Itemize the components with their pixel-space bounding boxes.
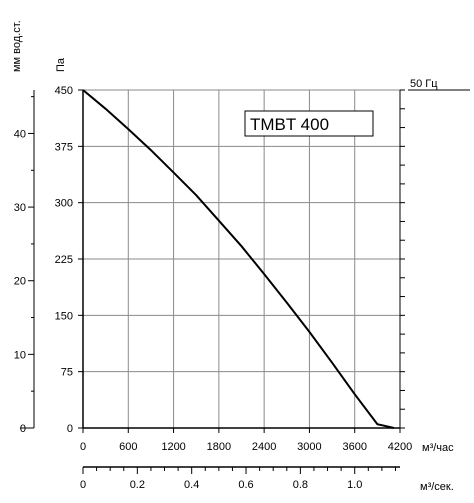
x-tick-label: 1800 [207,441,231,453]
x-tick-label: 600 [119,441,137,453]
x-tick-label: 1200 [161,441,185,453]
x-tick-label: 3000 [297,441,321,453]
pa-tick-label: 375 [55,141,73,153]
axes [20,89,405,474]
tick-labels: 0 75 150 225 300 375 450 0 10 20 30 40 0 600 1200 1800 2… [14,85,412,491]
x2-tick-label: 1.0 [347,479,362,491]
x2-tick-label: 0 [80,479,86,491]
pa-axis-label: Па [55,57,67,72]
pa-tick-label: 0 [67,423,73,435]
x-axis-label: м³/час [422,442,454,454]
model-label: TMBT 400 [250,115,329,134]
mm-tick-label: 0 [20,423,26,435]
x-tick-label: 3600 [342,441,366,453]
x-tick-label: 2400 [252,441,276,453]
model-label-box [244,110,374,137]
x2-tick-label: 0.6 [238,479,253,491]
pa-tick-label: 450 [55,85,73,97]
pa-tick-label: 300 [55,198,73,210]
x2-tick-label: 0.2 [130,479,145,491]
grid [82,89,401,429]
x-tick-label: 0 [80,441,86,453]
left-axis-label: мм вод.ст. [11,20,23,72]
x2-axis-label: м³/сек. [420,481,454,493]
mm-tick-label: 40 [14,128,26,140]
x2-tick-label: 0.8 [293,479,308,491]
pa-tick-label: 150 [55,310,73,322]
x-tick-label: 4200 [388,441,412,453]
performance-curve [82,89,395,429]
mm-tick-label: 20 [14,276,26,288]
frequency-label: 50 Гц [410,78,438,90]
pa-tick-label: 75 [61,367,73,379]
mm-tick-label: 10 [14,349,26,361]
x2-tick-label: 0.4 [184,479,199,491]
pa-tick-label: 225 [55,254,73,266]
mm-tick-label: 30 [14,202,26,214]
